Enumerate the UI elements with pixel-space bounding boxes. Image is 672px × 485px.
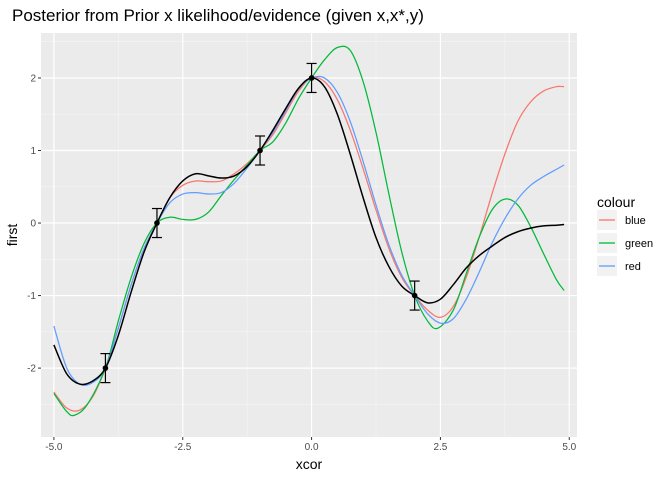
x-tick-label: 0.0 [305,442,319,453]
x-tick-label: -2.5 [174,442,192,453]
y-tick-label: 2 [30,73,36,84]
y-axis-label: first [4,224,20,247]
y-tick-label: 0 [30,219,36,230]
observation-point [102,365,109,371]
legend: colour blue green red [597,194,653,276]
x-axis-label: xcor [296,456,323,472]
observation-point [257,147,263,154]
y-tick-label: -2 [27,364,36,375]
observation-point [154,220,160,226]
x-axis: -5.0 -2.5 0.0 2.5 5.0 [45,437,577,453]
x-tick-label: 5.0 [562,442,576,453]
y-tick-label: -1 [27,291,36,302]
legend-label: blue [625,215,646,227]
observation-point [411,292,418,299]
plot-panel [41,33,577,437]
grid-minor [41,33,577,437]
grid-major [41,33,577,437]
legend-label: green [625,238,653,250]
chart-title: Posterior from Prior x likelihood/eviden… [12,6,424,25]
y-axis: -2 -1 0 1 2 [27,73,41,375]
x-tick-label: -5.0 [45,442,63,453]
y-tick-label: 1 [30,146,36,157]
legend-label: red [625,261,641,273]
legend-title: colour [597,194,635,210]
x-tick-label: 2.5 [433,442,447,453]
observations-layer [100,62,420,384]
observation-point [308,75,315,81]
